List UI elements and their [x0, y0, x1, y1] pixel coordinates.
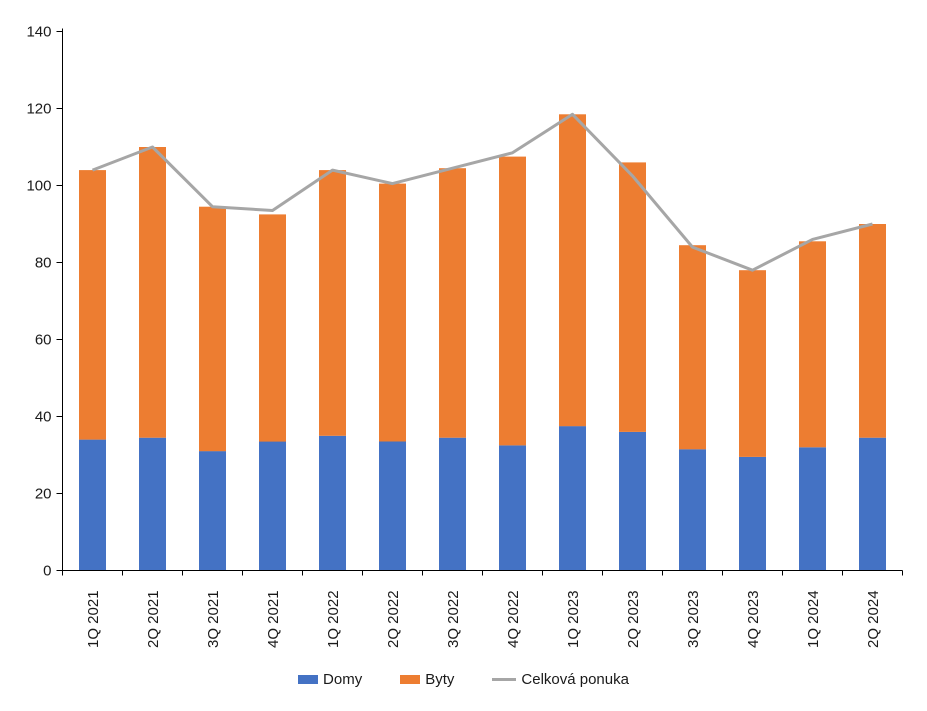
- stacked-bar-line-plot: 0 20 40 60 80 100 120 140 1Q 2021 2Q 2021 3Q 2021 4…: [26, 24, 903, 648]
- bar-byty-4q-2023: [739, 270, 766, 457]
- legend-swatch-icon: [400, 675, 421, 684]
- series-domy: [79, 426, 886, 571]
- bar-domy-2q-2022: [379, 441, 406, 571]
- x-axis-label-3q-2023: 3Q 2023: [685, 590, 702, 648]
- y-axis-label-120: 120: [26, 101, 51, 118]
- bar-domy-2q-2023: [619, 431, 646, 571]
- bar-domy-1q-2024: [799, 447, 826, 571]
- legend-label: Byty: [425, 671, 455, 688]
- x-axis-label-4q-2023: 4Q 2023: [745, 590, 762, 648]
- bar-domy-3q-2022: [439, 437, 466, 571]
- bar-domy-2q-2021: [139, 437, 166, 571]
- x-axis-label-4q-2021: 4Q 2021: [265, 590, 282, 648]
- x-axis-label-4q-2022: 4Q 2022: [505, 590, 522, 648]
- bar-domy-1q-2022: [319, 435, 346, 571]
- chart-legend: Domy Byty Celková ponuka: [0, 671, 927, 688]
- bar-byty-3q-2022: [439, 168, 466, 438]
- series-byty: [79, 114, 886, 457]
- bar-domy-1q-2021: [79, 439, 106, 571]
- legend-item-byty: Byty: [400, 671, 454, 688]
- bar-byty-1q-2024: [799, 241, 826, 448]
- bar-byty-4q-2021: [259, 214, 286, 442]
- bar-byty-1q-2023: [559, 114, 586, 427]
- bar-byty-2q-2021: [139, 147, 166, 438]
- x-axis-label-1q-2024: 1Q 2024: [805, 590, 822, 648]
- line-celkova-ponuka: [91, 112, 873, 272]
- bar-byty-1q-2021: [79, 170, 106, 440]
- bar-domy-3q-2023: [679, 449, 706, 571]
- x-axis-label-2q-2023: 2Q 2023: [625, 590, 642, 648]
- y-axis-label-0: 0: [43, 563, 51, 580]
- x-axis-label-2q-2022: 2Q 2022: [385, 590, 402, 648]
- bar-domy-4q-2021: [259, 441, 286, 571]
- bar-byty-2q-2024: [859, 224, 886, 438]
- y-axis-label-140: 140: [26, 24, 51, 41]
- legend-swatch-icon: [298, 675, 319, 684]
- bar-byty-2q-2023: [619, 162, 646, 432]
- y-axis-label-20: 20: [35, 486, 52, 503]
- legend-line-icon: [492, 678, 517, 681]
- legend-item-domy: Domy: [298, 671, 362, 688]
- bar-domy-2q-2024: [859, 437, 886, 571]
- bar-byty-3q-2023: [679, 245, 706, 450]
- x-axis-label-3q-2021: 3Q 2021: [205, 590, 222, 648]
- x-axis-label-2q-2021: 2Q 2021: [145, 590, 162, 648]
- y-axis-label-100: 100: [26, 178, 51, 195]
- legend-item-celkova-ponuka: Celková ponuka: [492, 671, 629, 688]
- bar-byty-1q-2022: [319, 170, 346, 436]
- y-axis-label-80: 80: [35, 255, 52, 272]
- y-axis-label-60: 60: [35, 332, 52, 349]
- bar-domy-3q-2021: [199, 451, 226, 571]
- x-axis-label-2q-2024: 2Q 2024: [865, 590, 882, 648]
- bar-byty-4q-2022: [499, 156, 526, 446]
- bar-domy-4q-2022: [499, 445, 526, 571]
- legend-label: Celková ponuka: [521, 671, 629, 688]
- bar-domy-1q-2023: [559, 426, 586, 571]
- x-axis-label-1q-2023: 1Q 2023: [565, 590, 582, 648]
- y-axis-label-40: 40: [35, 409, 52, 426]
- bar-byty-3q-2021: [199, 206, 226, 452]
- bar-byty-2q-2022: [379, 183, 406, 442]
- bar-domy-4q-2023: [739, 456, 766, 571]
- x-axis-label-3q-2022: 3Q 2022: [445, 590, 462, 648]
- x-axis-label-1q-2021: 1Q 2021: [85, 590, 102, 648]
- legend-label: Domy: [323, 671, 363, 688]
- x-axis-label-1q-2022: 1Q 2022: [325, 590, 342, 648]
- axes: [56, 28, 903, 576]
